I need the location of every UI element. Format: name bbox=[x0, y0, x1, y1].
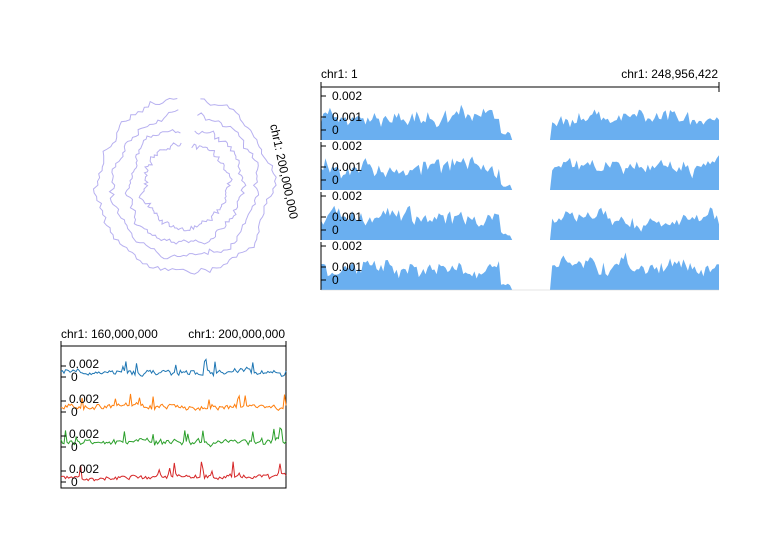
zoom-line-track-2 bbox=[60, 393, 287, 412]
zoom-y-tick-label: 0 bbox=[71, 475, 78, 489]
zoom-start-label: chr1: 160,000,000 bbox=[61, 327, 158, 341]
overview-y-tick-label: 0.002 bbox=[332, 139, 362, 153]
circular-view bbox=[92, 97, 277, 275]
linear-overview-view: chr1: 1 chr1: 248,956,422 0.0020.00100.0… bbox=[320, 67, 720, 291]
circular-track-1 bbox=[138, 142, 233, 232]
overview-area-track-2 bbox=[321, 155, 719, 190]
zoom-y-tick-label: 0 bbox=[71, 405, 78, 419]
overview-y-tick-label: 0.002 bbox=[332, 239, 362, 253]
zoom-line-track-3 bbox=[60, 426, 287, 448]
overview-y-tick-label: 0.001 bbox=[332, 110, 362, 124]
overview-y-tick-label: 0.002 bbox=[332, 189, 362, 203]
circular-track-3 bbox=[108, 109, 260, 260]
overview-y-tick-label: 0.001 bbox=[332, 260, 362, 274]
circular-track-4 bbox=[92, 97, 277, 275]
zoom-view: chr1: 160,000,000 chr1: 200,000,000 0.00… bbox=[60, 327, 287, 489]
overview-area-track-4 bbox=[321, 252, 719, 290]
zoom-y-tick-label: 0.002 bbox=[69, 392, 99, 406]
zoom-line-track-1 bbox=[60, 358, 287, 378]
zoom-frame bbox=[60, 345, 287, 489]
overview-end-label: chr1: 248,956,422 bbox=[621, 67, 718, 81]
overview-area-track-3 bbox=[321, 205, 719, 240]
circular-track-2 bbox=[124, 128, 247, 245]
zoom-y-tick-label: 0 bbox=[71, 370, 78, 384]
zoom-y-tick-label: 0 bbox=[71, 440, 78, 454]
zoom-y-tick-label: 0.002 bbox=[69, 427, 99, 441]
overview-y-tick-label: 0 bbox=[332, 123, 339, 137]
zoom-end-label: chr1: 200,000,000 bbox=[188, 327, 285, 341]
overview-y-tick-label: 0.001 bbox=[332, 210, 362, 224]
zoom-line-track-4 bbox=[60, 461, 287, 482]
overview-y-tick-label: 0 bbox=[332, 173, 339, 187]
overview-y-tick-label: 0.001 bbox=[332, 160, 362, 174]
zoom-y-tick-label: 0.002 bbox=[69, 357, 99, 371]
overview-y-tick-label: 0 bbox=[332, 273, 339, 287]
overview-y-tick-label: 0.002 bbox=[332, 89, 362, 103]
overview-start-label: chr1: 1 bbox=[321, 67, 358, 81]
overview-area-track-1 bbox=[321, 104, 719, 140]
zoom-y-tick-label: 0.002 bbox=[69, 462, 99, 476]
overview-y-tick-label: 0 bbox=[332, 223, 339, 237]
